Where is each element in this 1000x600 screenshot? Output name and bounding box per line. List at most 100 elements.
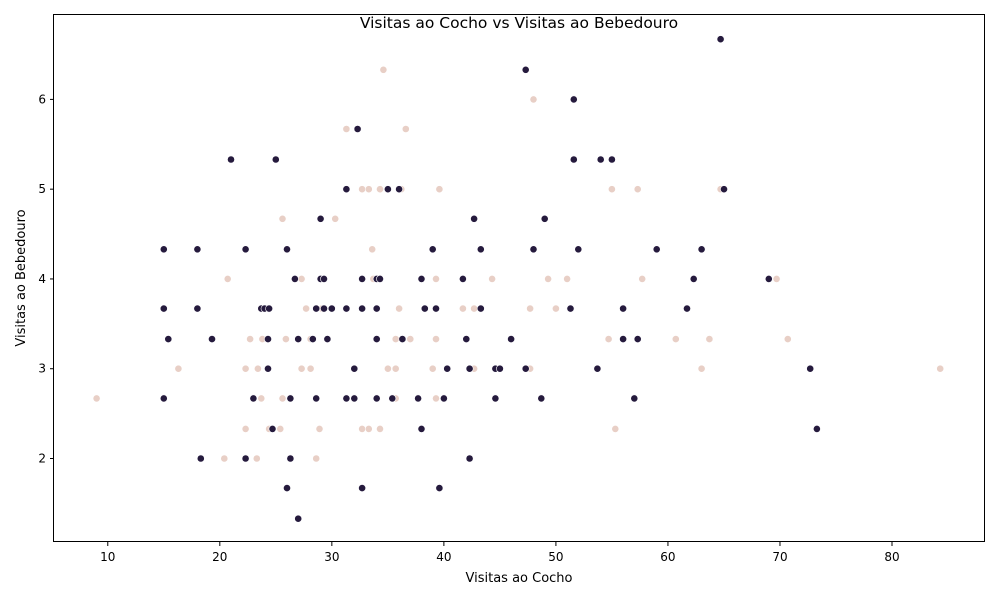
data-point	[193, 304, 202, 313]
data-point	[417, 424, 426, 433]
x-tick-label: 20	[212, 550, 227, 564]
data-point	[249, 394, 258, 403]
data-point	[257, 394, 266, 403]
data-point	[302, 304, 310, 313]
data-point	[574, 245, 583, 254]
data-point	[294, 335, 303, 343]
y-tick-label: 5	[38, 182, 46, 196]
data-point	[241, 424, 250, 433]
data-point	[312, 454, 321, 463]
x-tick-label: 30	[324, 550, 339, 564]
data-point	[806, 364, 815, 373]
data-point	[552, 304, 560, 313]
data-point	[417, 274, 426, 283]
data-point	[420, 304, 429, 313]
data-point	[159, 394, 168, 403]
data-point	[537, 394, 546, 403]
data-point	[283, 484, 291, 492]
scatter-points	[92, 35, 945, 523]
data-point	[316, 214, 325, 223]
data-point	[342, 125, 351, 133]
x-tick-label: 10	[100, 550, 115, 564]
data-point	[297, 274, 306, 283]
data-point	[364, 185, 373, 194]
data-point	[720, 185, 728, 194]
data-point	[253, 364, 262, 373]
data-point	[358, 484, 366, 492]
data-point	[476, 245, 485, 254]
data-point	[342, 304, 351, 313]
data-point	[593, 364, 602, 373]
data-point	[331, 214, 340, 223]
data-point	[376, 424, 384, 433]
data-point	[470, 304, 478, 313]
data-point	[376, 274, 384, 283]
data-point	[276, 424, 285, 433]
data-point	[432, 304, 440, 313]
data-point	[458, 304, 467, 313]
data-point	[395, 304, 403, 313]
data-point	[507, 335, 515, 343]
data-point	[196, 454, 205, 463]
data-point	[611, 424, 620, 433]
data-point	[312, 304, 321, 313]
data-point	[783, 335, 792, 343]
data-point	[652, 245, 661, 254]
data-point	[619, 335, 627, 343]
data-point	[435, 185, 444, 194]
data-point	[353, 125, 362, 133]
data-point	[671, 335, 680, 343]
data-point	[283, 245, 291, 254]
x-axis: 10 20 30 40 50 60 70 80	[100, 542, 900, 564]
data-point	[327, 304, 336, 313]
data-point	[428, 245, 437, 254]
data-point	[164, 335, 173, 343]
data-point	[376, 185, 384, 194]
data-point	[323, 335, 332, 343]
data-point	[697, 245, 706, 254]
data-point	[358, 304, 366, 313]
y-tick-label: 3	[38, 362, 46, 376]
data-point	[529, 245, 538, 254]
y-axis-label: Visitas ao Bebedouro	[14, 209, 29, 346]
data-point	[350, 364, 359, 373]
data-point	[312, 394, 321, 403]
data-point	[372, 335, 381, 343]
data-point	[286, 454, 295, 463]
x-tick-label: 60	[660, 550, 675, 564]
data-point	[398, 335, 407, 343]
data-point	[521, 364, 530, 373]
data-point	[264, 364, 272, 373]
data-point	[223, 274, 232, 283]
data-point	[278, 214, 287, 223]
chart-title: Visitas ao Cocho vs Visitas ao Bebedouro	[360, 14, 678, 32]
data-point	[604, 335, 613, 343]
data-point	[764, 274, 773, 283]
data-point	[544, 274, 552, 283]
data-point	[388, 394, 397, 403]
data-point	[358, 274, 366, 283]
data-point	[297, 364, 306, 373]
data-point	[633, 335, 642, 343]
data-point	[174, 364, 183, 373]
y-tick-label: 4	[38, 272, 46, 286]
data-point	[350, 394, 359, 403]
data-point	[563, 274, 571, 283]
y-tick-label: 2	[38, 452, 46, 466]
data-point	[630, 394, 639, 403]
data-point	[488, 274, 496, 283]
data-point	[689, 274, 698, 283]
data-point	[220, 454, 229, 463]
data-point	[294, 514, 303, 523]
data-point	[320, 274, 328, 283]
data-point	[401, 125, 410, 133]
data-point	[406, 335, 415, 343]
data-point	[428, 364, 437, 373]
data-point	[608, 155, 616, 164]
data-point	[265, 304, 273, 313]
data-point	[227, 155, 235, 164]
data-point	[315, 424, 324, 433]
data-point	[159, 304, 168, 313]
data-point	[241, 245, 250, 254]
data-point	[320, 304, 328, 313]
